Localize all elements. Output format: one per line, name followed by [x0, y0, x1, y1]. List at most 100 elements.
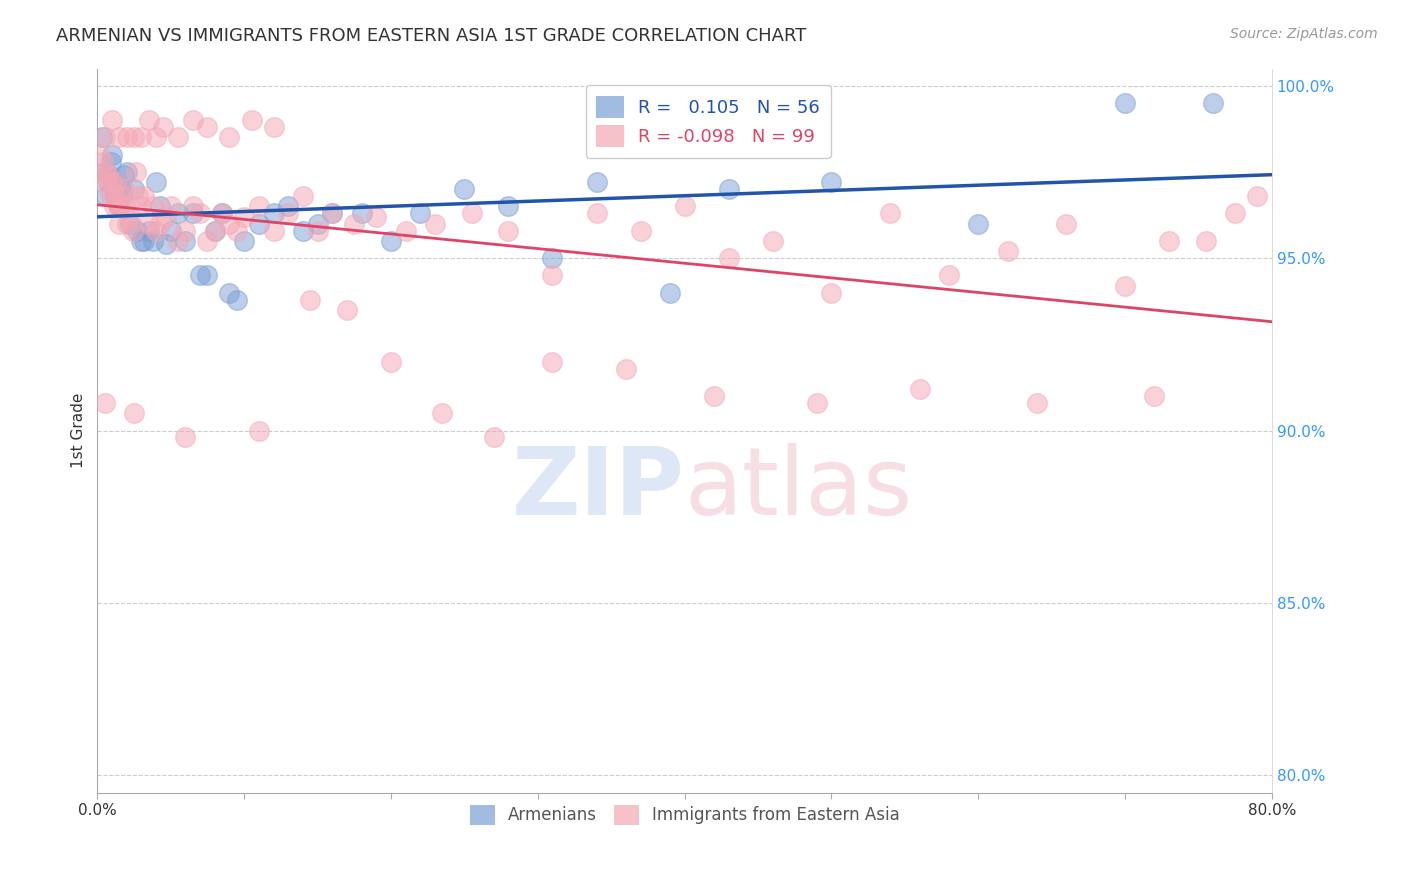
Point — [108, 130, 131, 145]
Point — [321, 206, 343, 220]
Point — [938, 268, 960, 283]
Point — [121, 224, 143, 238]
Point — [118, 217, 141, 231]
Point — [174, 224, 197, 238]
Point — [122, 406, 145, 420]
Point — [107, 196, 129, 211]
Legend: Armenians, Immigrants from Eastern Asia: Armenians, Immigrants from Eastern Asia — [460, 795, 910, 835]
Point — [432, 406, 454, 420]
Point — [101, 113, 124, 128]
Point — [138, 113, 160, 128]
Point — [155, 210, 177, 224]
Point — [908, 382, 931, 396]
Point — [149, 217, 172, 231]
Point — [717, 182, 740, 196]
Point — [1246, 189, 1268, 203]
Point — [1114, 278, 1136, 293]
Point — [1114, 95, 1136, 110]
Point — [167, 130, 190, 145]
Point — [89, 147, 111, 161]
Point — [263, 120, 285, 135]
Point — [174, 234, 197, 248]
Point — [105, 175, 128, 189]
Point — [204, 224, 226, 238]
Point — [211, 206, 233, 220]
Point — [110, 182, 132, 196]
Point — [131, 130, 153, 145]
Point — [307, 217, 329, 231]
Point — [343, 217, 366, 231]
Point — [1026, 396, 1049, 410]
Point — [240, 113, 263, 128]
Point — [307, 224, 329, 238]
Point — [174, 430, 197, 444]
Point — [277, 206, 299, 220]
Point — [181, 206, 204, 220]
Point — [211, 206, 233, 220]
Point — [247, 199, 270, 213]
Point — [181, 113, 204, 128]
Point — [145, 130, 167, 145]
Point — [98, 169, 121, 183]
Point — [110, 199, 132, 213]
Point — [461, 206, 484, 220]
Point — [806, 396, 828, 410]
Point — [247, 424, 270, 438]
Point — [93, 165, 115, 179]
Point — [115, 130, 138, 145]
Text: ARMENIAN VS IMMIGRANTS FROM EASTERN ASIA 1ST GRADE CORRELATION CHART: ARMENIAN VS IMMIGRANTS FROM EASTERN ASIA… — [56, 27, 807, 45]
Point — [100, 189, 122, 203]
Point — [395, 224, 418, 238]
Point — [93, 396, 115, 410]
Point — [131, 199, 153, 213]
Text: ZIP: ZIP — [512, 442, 685, 534]
Point — [717, 251, 740, 265]
Point — [820, 175, 842, 189]
Point — [104, 189, 127, 203]
Point — [291, 224, 314, 238]
Point — [91, 154, 114, 169]
Point — [188, 268, 211, 283]
Point — [114, 199, 136, 213]
Point — [336, 302, 359, 317]
Point — [90, 130, 112, 145]
Point — [167, 234, 190, 248]
Point — [541, 268, 564, 283]
Point — [101, 175, 124, 189]
Point — [197, 268, 219, 283]
Point — [997, 244, 1019, 259]
Point — [138, 217, 160, 231]
Point — [188, 206, 211, 220]
Point — [98, 182, 121, 196]
Point — [167, 206, 190, 220]
Point — [152, 120, 174, 135]
Point — [159, 199, 181, 213]
Point — [703, 389, 725, 403]
Point — [423, 217, 446, 231]
Point — [181, 199, 204, 213]
Point — [97, 175, 120, 189]
Point — [218, 130, 240, 145]
Point — [127, 189, 149, 203]
Point — [380, 354, 402, 368]
Point — [97, 169, 120, 183]
Point — [159, 224, 181, 238]
Point — [122, 130, 145, 145]
Point — [1159, 234, 1181, 248]
Point — [93, 130, 115, 145]
Point — [541, 251, 564, 265]
Point — [112, 169, 135, 183]
Point — [100, 154, 122, 169]
Point — [108, 199, 131, 213]
Point — [291, 189, 314, 203]
Point — [124, 165, 146, 179]
Point — [630, 224, 652, 238]
Point — [820, 285, 842, 300]
Point — [299, 293, 322, 307]
Point — [93, 165, 115, 179]
Point — [1143, 389, 1166, 403]
Point — [762, 234, 785, 248]
Point — [225, 293, 247, 307]
Point — [541, 354, 564, 368]
Point — [104, 189, 127, 203]
